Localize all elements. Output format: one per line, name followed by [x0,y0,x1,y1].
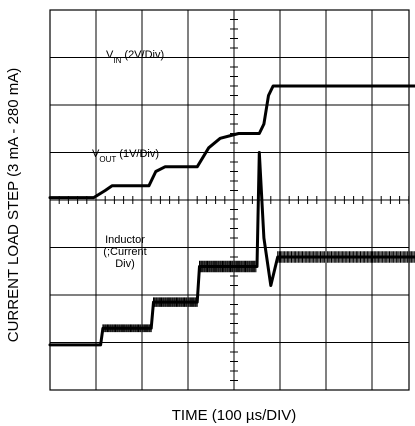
series-label-0: VIN (2V/Div) [106,49,164,65]
plot-grid [49,9,410,391]
x-axis-label: TIME (100 µs/DIV) [172,407,297,424]
plot-traces [48,84,415,347]
inductor-label-line: (;Current [103,246,146,258]
plot-labels: VIN (2V/Div)VOUT (1V/Div)Inductor(;Curre… [92,49,164,270]
series-label-sub: IN [113,56,121,65]
series-label-sub: OUT [99,155,116,164]
inductor-ripple-1 [102,324,152,333]
inductor-ripple-3 [199,260,257,273]
series-label-suffix: (2V/Div) [121,49,164,61]
inductor-ripple-4 [277,251,415,263]
y-axis-label: CURRENT LOAD STEP (3 mA - 280 mA) [5,68,22,343]
inductor-label-line: Div) [115,258,135,270]
series-label-suffix: (1V/Div) [116,148,159,160]
series-label-main: V [92,148,100,160]
series-label-main: V [106,49,114,61]
inductor-label-line: Inductor [105,234,145,246]
series-label-1: VOUT (1V/Div) [92,148,159,164]
trace-vout [48,84,415,200]
inductor-ripple-2 [153,297,198,307]
